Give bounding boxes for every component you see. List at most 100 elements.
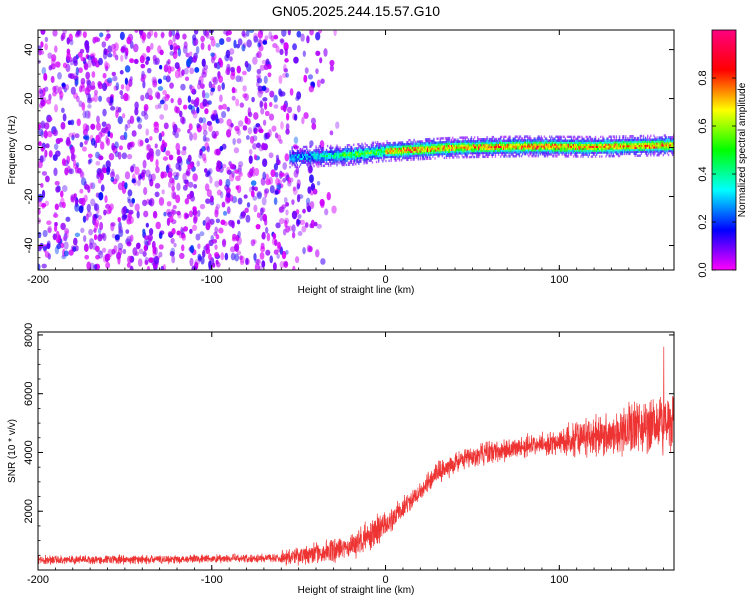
spectrogram-ridge-cell — [441, 152, 443, 156]
spectrogram-cell — [237, 230, 241, 238]
spectrogram-ridge-cell — [439, 143, 441, 146]
spectrogram-cell — [225, 49, 231, 59]
spectrogram-cell — [326, 192, 331, 201]
spectrogram-ridge-cell — [642, 138, 645, 142]
spectrogram-ridge-cell — [372, 155, 375, 158]
spectrogram-cell — [184, 198, 190, 205]
spectrogram-cell — [139, 139, 144, 147]
spectrogram-ridge-cell — [566, 155, 569, 158]
spectrogram-ridge-cell — [421, 146, 424, 149]
spectrogram-ridge-cell — [385, 150, 387, 153]
spectrogram-ridge-cell — [531, 151, 533, 154]
spectrogram-ridge-cell — [321, 154, 324, 158]
spectrogram-cell — [43, 73, 48, 81]
spectrogram-ridge-cell — [336, 144, 338, 147]
spectrogram-ridge-cell — [501, 147, 503, 150]
spectrogram-ridge-cell — [629, 146, 631, 150]
spectrogram-ridge-cell — [510, 139, 512, 142]
spectrogram-cell — [209, 176, 213, 184]
spectrogram-ridge-cell — [454, 148, 456, 151]
spectrogram-ridge-cell — [636, 142, 638, 146]
spectrogram-ridge-cell — [600, 145, 602, 148]
spectrogram-ridge-cell — [518, 137, 521, 140]
spectrogram-cell — [271, 125, 277, 132]
spectrogram-ridge-cell — [452, 140, 454, 144]
spectrogram-cell — [131, 177, 136, 184]
spectrogram-ridge-cell — [645, 142, 648, 145]
spectrogram-ridge-cell — [306, 147, 308, 151]
spectrogram-ridge-cell — [407, 141, 409, 144]
spectrogram-cell — [251, 166, 255, 173]
spectrogram-ridge-cell — [384, 150, 386, 153]
spectrogram-ridge-cell — [593, 137, 596, 141]
spectrogram-cell — [220, 110, 227, 119]
spectrogram-ridge-cell — [515, 155, 518, 158]
spectrogram-ridge-cell — [621, 135, 624, 138]
spectrogram-ridge-cell — [444, 140, 447, 144]
spectrogram-ridge-cell — [612, 143, 614, 146]
spectrogram-ridge-cell — [390, 155, 392, 159]
spectrogram-ridge-cell — [484, 137, 486, 141]
spectrogram-ridge-cell — [448, 136, 451, 140]
spectrogram-ridge-cell — [529, 143, 531, 146]
spectrogram-ridge-cell — [564, 143, 567, 146]
spectrogram-ridge-cell — [514, 155, 516, 158]
spectrogram-ridge-cell — [666, 146, 669, 149]
spectrogram-ridge-cell — [601, 147, 603, 150]
spectrogram-ridge-cell — [627, 146, 629, 150]
spectrogram-ridge-cell — [327, 158, 330, 161]
spectrogram-ridge-cell — [454, 152, 456, 155]
spectrogram-ridge-cell — [600, 135, 602, 139]
spectrogram-ridge-cell — [519, 135, 522, 138]
spectrogram-ridge-cell — [408, 138, 410, 142]
spectrogram-ridge-cell — [466, 140, 469, 143]
spectrogram-cell — [141, 169, 147, 175]
spectrogram-cell — [84, 110, 91, 119]
spectrogram-ridge-cell — [558, 135, 560, 138]
spectrogram-ridge-cell — [528, 154, 530, 158]
spectrogram-cell — [147, 234, 153, 242]
spectrogram-ridge-cell — [310, 163, 312, 166]
spectrogram-ridge-cell — [610, 147, 612, 150]
spectrogram-ridge-cell — [421, 153, 424, 157]
spectrogram-ridge-cell — [576, 149, 578, 152]
spectrogram-ridge-cell — [352, 143, 355, 147]
spectrogram-ridge-cell — [395, 147, 398, 150]
spectrogram-cell — [273, 249, 279, 255]
spectrogram-ridge-cell — [400, 143, 403, 146]
spectrogram-ridge-cell — [342, 163, 344, 167]
spectrogram-ridge-cell — [611, 155, 613, 158]
spectrogram-cell — [231, 95, 236, 101]
spectrogram-ridge-cell — [310, 161, 312, 164]
spectrogram-ridge-cell — [554, 137, 556, 140]
spectrogram-ridge-cell — [543, 155, 546, 158]
spectrogram-ridge-cell — [401, 155, 404, 158]
spectrogram-ridge-cell — [593, 147, 596, 150]
spectrogram-ridge-cell — [571, 143, 574, 146]
spectrogram-ridge-cell — [331, 148, 333, 151]
spectrogram-ridge-cell — [481, 138, 483, 141]
spectrogram-ridge-cell — [428, 141, 430, 145]
spectrogram-cell — [255, 223, 261, 230]
spectrogram-cell — [262, 40, 268, 45]
spectrogram-cell — [52, 129, 59, 137]
spectrogram-ridge-cell — [407, 156, 409, 160]
spectrogram-ridge-cell — [538, 149, 540, 152]
spectrogram-ridge-cell — [563, 151, 565, 154]
spectrogram-ridge-cell — [515, 141, 518, 144]
spectrogram-ridge-cell — [543, 151, 546, 154]
spectrogram-ridge-cell — [570, 151, 573, 154]
spectrogram-cell — [262, 97, 268, 102]
spectrogram-ridge-cell — [339, 150, 341, 153]
spectrogram-ridge-cell — [662, 140, 665, 143]
spectrogram-cell — [44, 86, 49, 92]
spectrogram-ridge-cell — [565, 143, 568, 146]
spectrogram-ridge-cell — [289, 152, 291, 155]
spectrogram-ridge-cell — [516, 153, 519, 156]
spectrogram-ridge-cell — [530, 153, 532, 156]
spectrogram-ridge-cell — [575, 137, 577, 141]
spectrogram-ridge-cell — [609, 151, 611, 154]
spectrogram-ridge-cell — [521, 149, 524, 152]
spectrogram-ridge-cell — [330, 148, 332, 152]
spectrogram-ridge-cell — [334, 162, 336, 165]
